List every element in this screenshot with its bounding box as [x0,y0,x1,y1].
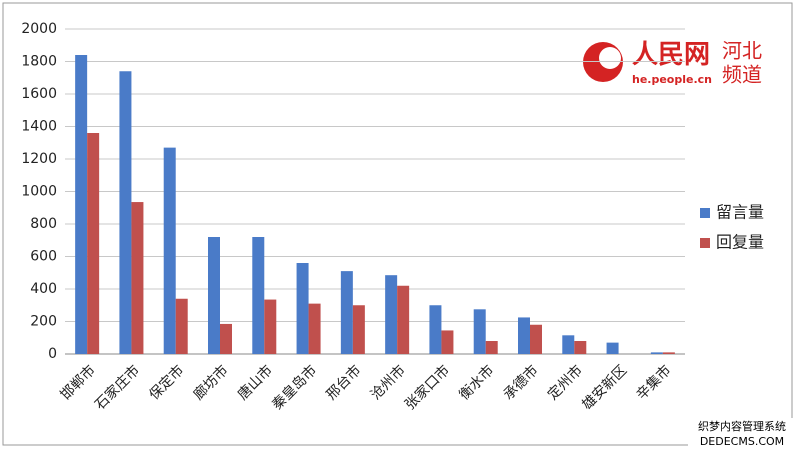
y-tick-label: 800 [30,216,57,232]
bar [252,237,265,354]
bar [264,299,277,354]
logo-name: 人民网 [632,40,710,70]
y-tick-label: 1800 [21,54,57,70]
bar [485,341,498,354]
bar [650,352,663,354]
bar [385,275,398,354]
logo-icon [599,47,621,69]
y-tick-label: 600 [30,249,57,265]
bar [473,309,486,354]
bar [518,317,530,354]
logo-region: 河北 [722,39,762,63]
y-tick-label: 400 [30,281,57,297]
y-tick-label: 200 [30,314,57,330]
bar [208,237,220,354]
bar [441,330,454,354]
y-tick-label: 1000 [21,184,57,200]
bar [75,55,88,354]
logo-url: he.people.cn [632,73,712,86]
bar [220,323,232,354]
logo-channel: 频道 [722,63,762,87]
bar [429,305,442,354]
bar [397,285,410,354]
bar [574,341,587,354]
logo: 人民网 he.people.cn 河北 频道 [583,39,762,87]
bar [308,303,321,354]
bar [606,342,619,354]
bar [296,263,309,354]
y-tick-label: 1200 [21,151,57,167]
bar [87,133,100,354]
watermark: 织梦内容管理系统 [698,419,786,433]
legend-swatch [700,208,710,218]
y-tick-label: 1400 [21,119,57,135]
watermark-bg [688,418,796,452]
bar [163,147,176,354]
bar [562,335,575,354]
bar [530,324,542,354]
bar [119,71,132,354]
legend-swatch [700,238,710,248]
y-tick-label: 0 [48,346,57,362]
legend-label: 留言量 [716,203,764,222]
bar [662,352,675,354]
y-tick-label: 1600 [21,86,57,102]
watermark: DEDECMS.COM [700,435,784,448]
bar [352,305,365,354]
bar [175,298,188,354]
y-tick-label: 2000 [21,21,57,37]
bar [340,271,353,354]
bar [131,202,144,354]
legend-label: 回复量 [716,233,764,252]
